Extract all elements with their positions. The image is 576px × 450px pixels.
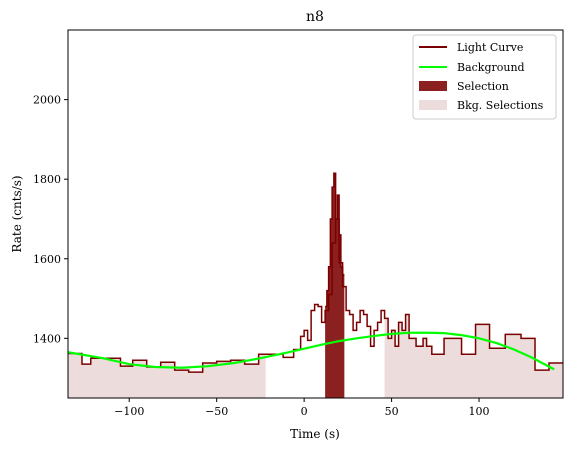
legend-label-selection: Selection bbox=[457, 80, 509, 93]
legend-label-background: Background bbox=[457, 61, 525, 74]
x-tick-label: 50 bbox=[385, 405, 399, 418]
background-line bbox=[68, 331, 555, 371]
legend-frame bbox=[412, 34, 557, 120]
x-tick-label: −50 bbox=[205, 405, 228, 418]
plot-area bbox=[68, 172, 563, 398]
legend-swatch-bkg-selections bbox=[419, 100, 447, 110]
y-axis: 1400 1600 1800 2000 bbox=[33, 94, 68, 345]
legend-label-bkg-selections: Bkg. Selections bbox=[457, 99, 544, 112]
y-tick-label: 1600 bbox=[33, 253, 61, 266]
chart-title: n8 bbox=[306, 9, 324, 25]
y-axis-label: Rate (cnts/s) bbox=[10, 175, 24, 252]
y-tick-label: 1400 bbox=[33, 332, 61, 345]
bkg-selection-fill-2 bbox=[384, 314, 563, 398]
legend: Light Curve Background Selection Bkg. Se… bbox=[412, 34, 557, 120]
plot-frame bbox=[67, 29, 564, 399]
light-curve-line bbox=[68, 218, 563, 373]
legend-label-light-curve: Light Curve bbox=[457, 41, 523, 54]
light-curve-selection-line bbox=[325, 172, 345, 308]
y-tick-label: 2000 bbox=[33, 94, 61, 107]
x-axis-label: Time (s) bbox=[290, 427, 340, 441]
x-tick-label: 0 bbox=[301, 405, 308, 418]
x-axis: −100 −50 0 50 100 bbox=[114, 398, 490, 418]
x-tick-label: −100 bbox=[114, 405, 144, 418]
legend-swatch-selection bbox=[419, 81, 447, 91]
x-tick-label: 100 bbox=[469, 405, 490, 418]
y-tick-label: 1800 bbox=[33, 173, 61, 186]
